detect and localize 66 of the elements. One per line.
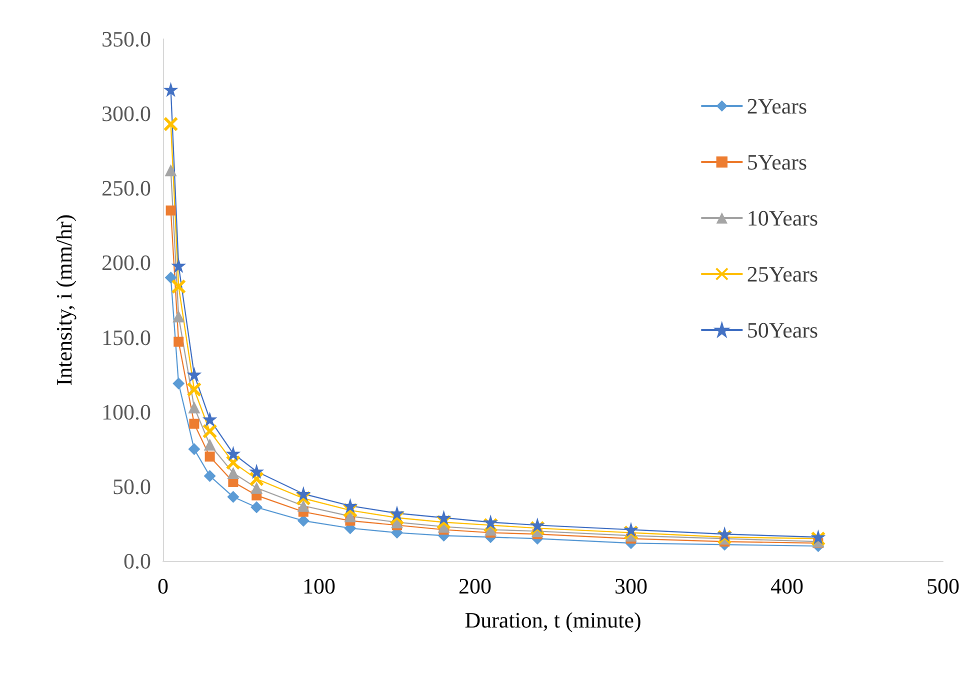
point [297, 500, 310, 512]
point [296, 487, 310, 500]
point [166, 206, 176, 216]
legend-label: 2Years [746, 94, 808, 118]
y-tick-label: 150.0 [102, 324, 151, 350]
point [164, 272, 177, 284]
point [483, 518, 498, 533]
legend-label: 10Years [746, 206, 818, 230]
point [204, 452, 215, 462]
legend-label: 50Years [746, 318, 818, 342]
point [172, 259, 186, 272]
point [204, 470, 216, 482]
point [164, 164, 177, 176]
point [718, 528, 732, 541]
point [188, 443, 200, 456]
point [484, 516, 498, 529]
x-axis-title: Duration, t (minute) [464, 608, 642, 632]
point [390, 510, 404, 526]
x-tick-label: 500 [926, 574, 960, 598]
point [342, 502, 358, 518]
point [186, 382, 202, 397]
point [296, 490, 311, 506]
y-tick-label: 300.0 [102, 101, 151, 126]
point [172, 310, 185, 322]
point [249, 471, 264, 486]
point [163, 116, 178, 132]
point [390, 506, 404, 520]
x-tick-label: 300 [614, 574, 648, 598]
y-tick-label: 50.0 [112, 474, 151, 499]
y-axis-title: Intensity, i (mm/hr) [52, 214, 76, 386]
point [171, 279, 186, 294]
point [226, 447, 240, 460]
y-tick-label: 350.0 [102, 26, 151, 52]
point [202, 424, 218, 439]
point [188, 401, 200, 414]
y-tick-label: 100.0 [102, 399, 151, 424]
point [250, 482, 263, 494]
legend-label: 25Years [746, 262, 818, 286]
point [164, 83, 178, 96]
point [624, 523, 638, 536]
point [204, 438, 216, 451]
point [226, 455, 241, 470]
point [437, 511, 450, 524]
y-tick-label: 0.0 [124, 548, 151, 574]
point [203, 412, 216, 426]
point [227, 490, 240, 503]
x-tick-label: 400 [770, 574, 804, 598]
point [189, 418, 200, 429]
point [344, 499, 357, 512]
point [530, 520, 545, 536]
point [624, 525, 638, 540]
y-tick-label: 200.0 [102, 250, 151, 276]
point [174, 336, 184, 347]
x-tick-label: 100 [302, 574, 336, 598]
point [250, 465, 264, 478]
x-tick-label: 200 [458, 574, 492, 598]
point [227, 467, 240, 480]
y-tick-label: 250.0 [102, 176, 151, 201]
point [436, 514, 452, 530]
point [172, 378, 185, 390]
point [250, 501, 263, 514]
legend-label: 5Years [746, 150, 808, 174]
point [717, 530, 732, 545]
point [188, 368, 201, 382]
point [530, 518, 544, 532]
x-tick-label: 0 [158, 574, 168, 598]
